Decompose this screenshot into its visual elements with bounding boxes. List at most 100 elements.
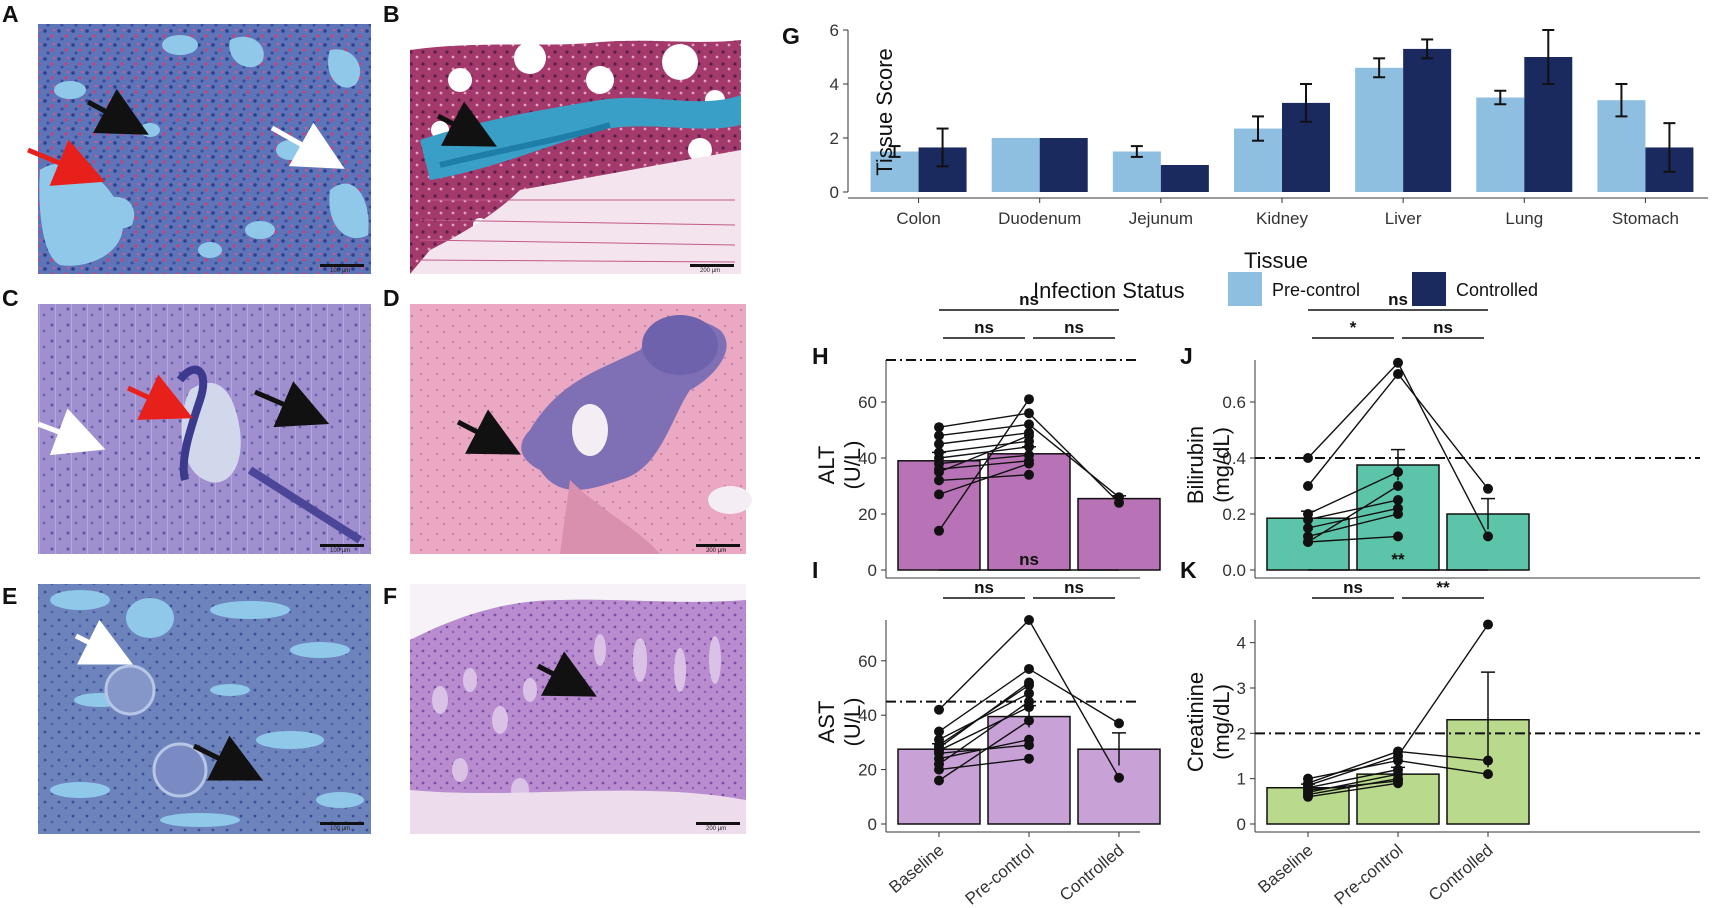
- chart-k-pair-line: [1397, 624, 1489, 757]
- panel-label-h: H: [812, 343, 829, 369]
- chart-k-sig-label: ns: [1343, 578, 1363, 597]
- chart-j-pair-line: [1307, 513, 1399, 538]
- chart-h-pair-line: [938, 454, 1030, 465]
- chart-k-pair-line: [1307, 780, 1399, 791]
- g-xtick-label: Kidney: [1256, 209, 1308, 228]
- chart-h-pair-line: [938, 460, 1030, 470]
- chart-h-point: [1024, 436, 1034, 447]
- chart-i-point: [1024, 688, 1034, 699]
- chart-h-point: [1024, 427, 1034, 438]
- chart-h-alt: 0 20 40 60 ns ns ns ALT (U/L): [814, 290, 1161, 580]
- chart-k-ytick-label: 3: [1237, 679, 1246, 698]
- chart-k-xtick-label: Controlled: [1425, 841, 1497, 905]
- chart-i-point: [1114, 718, 1124, 729]
- scalebar-label-c: 100 µm: [330, 548, 350, 554]
- arrow-red-a: [27, 139, 106, 186]
- chart-h-pair-line: [938, 446, 1030, 459]
- chart-g-tissue-score: 0 2 4 6 Colon Duodenum Jejunum Kidney Liver Lung S…: [830, 21, 1708, 273]
- chart-k-pair-line: [1307, 773, 1399, 793]
- scalebar-d: [696, 544, 740, 547]
- g-xtick-label: Liver: [1385, 209, 1422, 228]
- panel-label-i: I: [812, 557, 818, 583]
- scalebar-label-e: 100 µm: [330, 826, 350, 832]
- chart-j-ytick-label: 0.6: [1222, 393, 1246, 412]
- chart-h-ylabel: (U/L): [840, 441, 865, 490]
- panel-label-b: B: [383, 1, 400, 27]
- chart-h-ytick-label: 20: [858, 505, 877, 524]
- g-ytick-label: 6: [830, 21, 839, 40]
- arrow-black-e: [192, 735, 263, 781]
- g-ytick-label: 0: [830, 183, 839, 202]
- scalebar-a: [320, 264, 364, 267]
- chart-k-point: [1483, 619, 1493, 630]
- chart-j-point: [1393, 481, 1403, 491]
- chart-h-point: [934, 422, 944, 433]
- g-bar: [1160, 165, 1209, 192]
- legend-label-controlled: Controlled: [1456, 280, 1538, 300]
- scalebar-label-f: 200 µm: [706, 826, 726, 832]
- chart-i-pair-line: [938, 692, 1030, 741]
- panel-a: A 100 µm: [2, 1, 371, 274]
- chart-h-ylabel: ALT: [814, 446, 839, 485]
- legend-infection-status: Infection Status Pre-control Controlled: [1033, 272, 1538, 306]
- panel-label-e: E: [2, 583, 17, 609]
- micrograph-f: [410, 599, 746, 834]
- chart-i-point: [1024, 753, 1034, 764]
- chart-i-sig-label: ns: [974, 578, 994, 597]
- chart-h-pair-line: [938, 434, 1030, 473]
- chart-k-point: [1393, 764, 1403, 775]
- g-bar: [991, 138, 1040, 192]
- panel-label-f: F: [383, 583, 397, 609]
- chart-h-pair-line: [938, 440, 1030, 454]
- chart-i-pair-line: [938, 706, 1030, 752]
- chart-j-point: [1483, 483, 1493, 494]
- g-xtick-label: Jejunum: [1129, 209, 1193, 228]
- panel-label-a: A: [2, 1, 19, 27]
- g-xtick-label: Duodenum: [998, 209, 1081, 228]
- chart-k-point: [1303, 773, 1313, 784]
- chart-h-point: [1024, 394, 1034, 405]
- panel-c: C 100 µm: [2, 285, 371, 554]
- chart-k-ytick-label: 0: [1237, 815, 1246, 834]
- chart-i-point: [1024, 715, 1034, 726]
- arrow-white-a: [270, 122, 345, 169]
- chart-k-pair-line: [1397, 750, 1489, 762]
- chart-i-point: [1024, 740, 1034, 751]
- panel-e: E 100 µm: [2, 583, 371, 834]
- g-xlabel: Tissue: [1244, 248, 1308, 273]
- chart-i-point: [1114, 772, 1124, 783]
- chart-j-ytick-label: 0.4: [1222, 449, 1246, 468]
- chart-j-pair-line: [1397, 362, 1489, 537]
- chart-j-pair-line: [1307, 373, 1399, 487]
- panel-label-d: D: [383, 285, 400, 311]
- arrow-red-c: [126, 374, 194, 420]
- arrow-black-b: [436, 101, 497, 147]
- chart-i-pair-line: [938, 619, 1030, 711]
- chart-h-sig-label: ns: [1019, 290, 1039, 309]
- panel-f: F 200 µm: [383, 583, 746, 834]
- chart-i-point: [934, 775, 944, 786]
- chart-i-point: [934, 704, 944, 715]
- chart-i-pair-line: [938, 744, 1030, 754]
- chart-k-pair-line: [1397, 759, 1489, 775]
- panel-label-k: K: [1180, 557, 1197, 583]
- chart-i-bar: [1077, 748, 1161, 825]
- legend-title: Infection Status: [1033, 278, 1185, 303]
- g-ylabel: Tissue Score: [872, 48, 897, 176]
- collagen-band-b: [420, 95, 741, 180]
- chart-j-pair-line: [1307, 507, 1399, 529]
- g-bar: [1403, 48, 1452, 193]
- chart-h-pair-line: [1028, 412, 1120, 504]
- chart-i-pair-line: [938, 720, 1030, 782]
- chart-k-pair-line: [1307, 755, 1399, 787]
- chart-k-sig-label: **: [1436, 578, 1450, 597]
- chart-i-pair-line: [938, 758, 1030, 771]
- scalebar-c: [320, 544, 364, 547]
- chart-j-point: [1393, 495, 1403, 505]
- chart-j-bilirubin: 0.0 0.2 0.4 0.6 * ns ns Bilirubin (mg/dL): [1183, 290, 1700, 580]
- chart-i-pair-line: [938, 684, 1030, 746]
- chart-i-pair-line: [938, 668, 1030, 733]
- arrow-black-d: [456, 409, 521, 455]
- chart-i-xtick-label: Controlled: [1056, 841, 1128, 905]
